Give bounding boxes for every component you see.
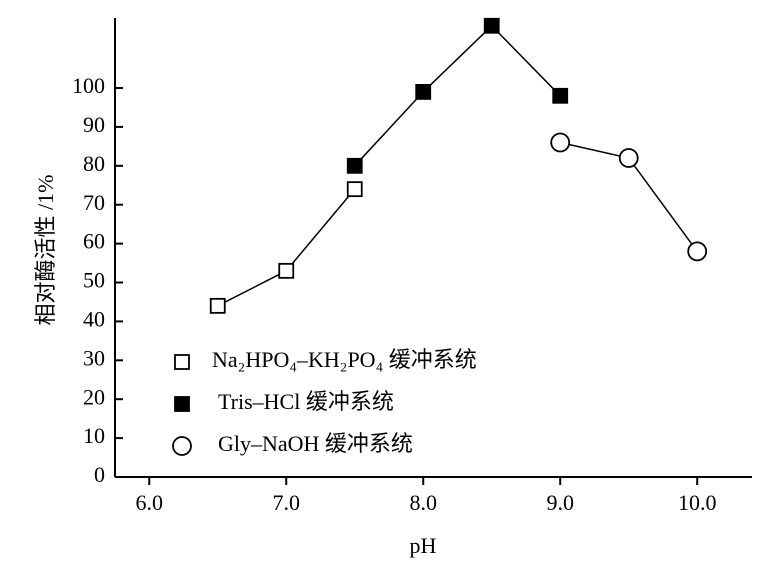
marker [346,157,363,174]
x-axis-label: pH [410,533,437,558]
y-tick-label: 10 [83,423,105,448]
marker [687,241,708,262]
legend-label: Tris–HCl 缓冲系统 [218,389,394,414]
marker [415,84,432,100]
y-tick-label: 40 [83,306,105,331]
x-tick-label: 9.0 [546,490,574,515]
series-line [217,188,356,307]
x-tick-label: 10.0 [678,490,717,515]
y-tick-label: 70 [83,190,105,215]
series-line [354,24,561,167]
marker [346,181,363,198]
marker [552,87,569,104]
marker [209,297,226,314]
marker [278,262,295,279]
y-tick-label: 30 [83,345,105,370]
y-tick-label: 90 [83,112,105,137]
legend-label: Gly–NaOH 缓冲系统 [218,431,413,456]
marker [483,17,500,34]
y-tick-label: 100 [72,73,105,98]
legend-marker [172,436,192,456]
legend-label: Na₂HPO₄–KH₂PO₄ 缓冲系统 [212,347,477,372]
marker [550,132,571,153]
x-tick-label: 6.0 [135,490,163,515]
y-axis-label: 相对酶活性 /1% [33,175,58,326]
x-tick-label: 7.0 [272,490,300,515]
legend-marker [174,396,190,412]
x-tick-label: 8.0 [409,490,437,515]
legend-marker [174,354,190,370]
y-tick-label: 0 [94,462,105,487]
y-tick-label: 20 [83,384,105,409]
y-tick-label: 80 [83,151,105,176]
y-tick-label: 50 [83,268,105,293]
y-tick-label: 60 [83,229,105,254]
marker [618,148,639,168]
